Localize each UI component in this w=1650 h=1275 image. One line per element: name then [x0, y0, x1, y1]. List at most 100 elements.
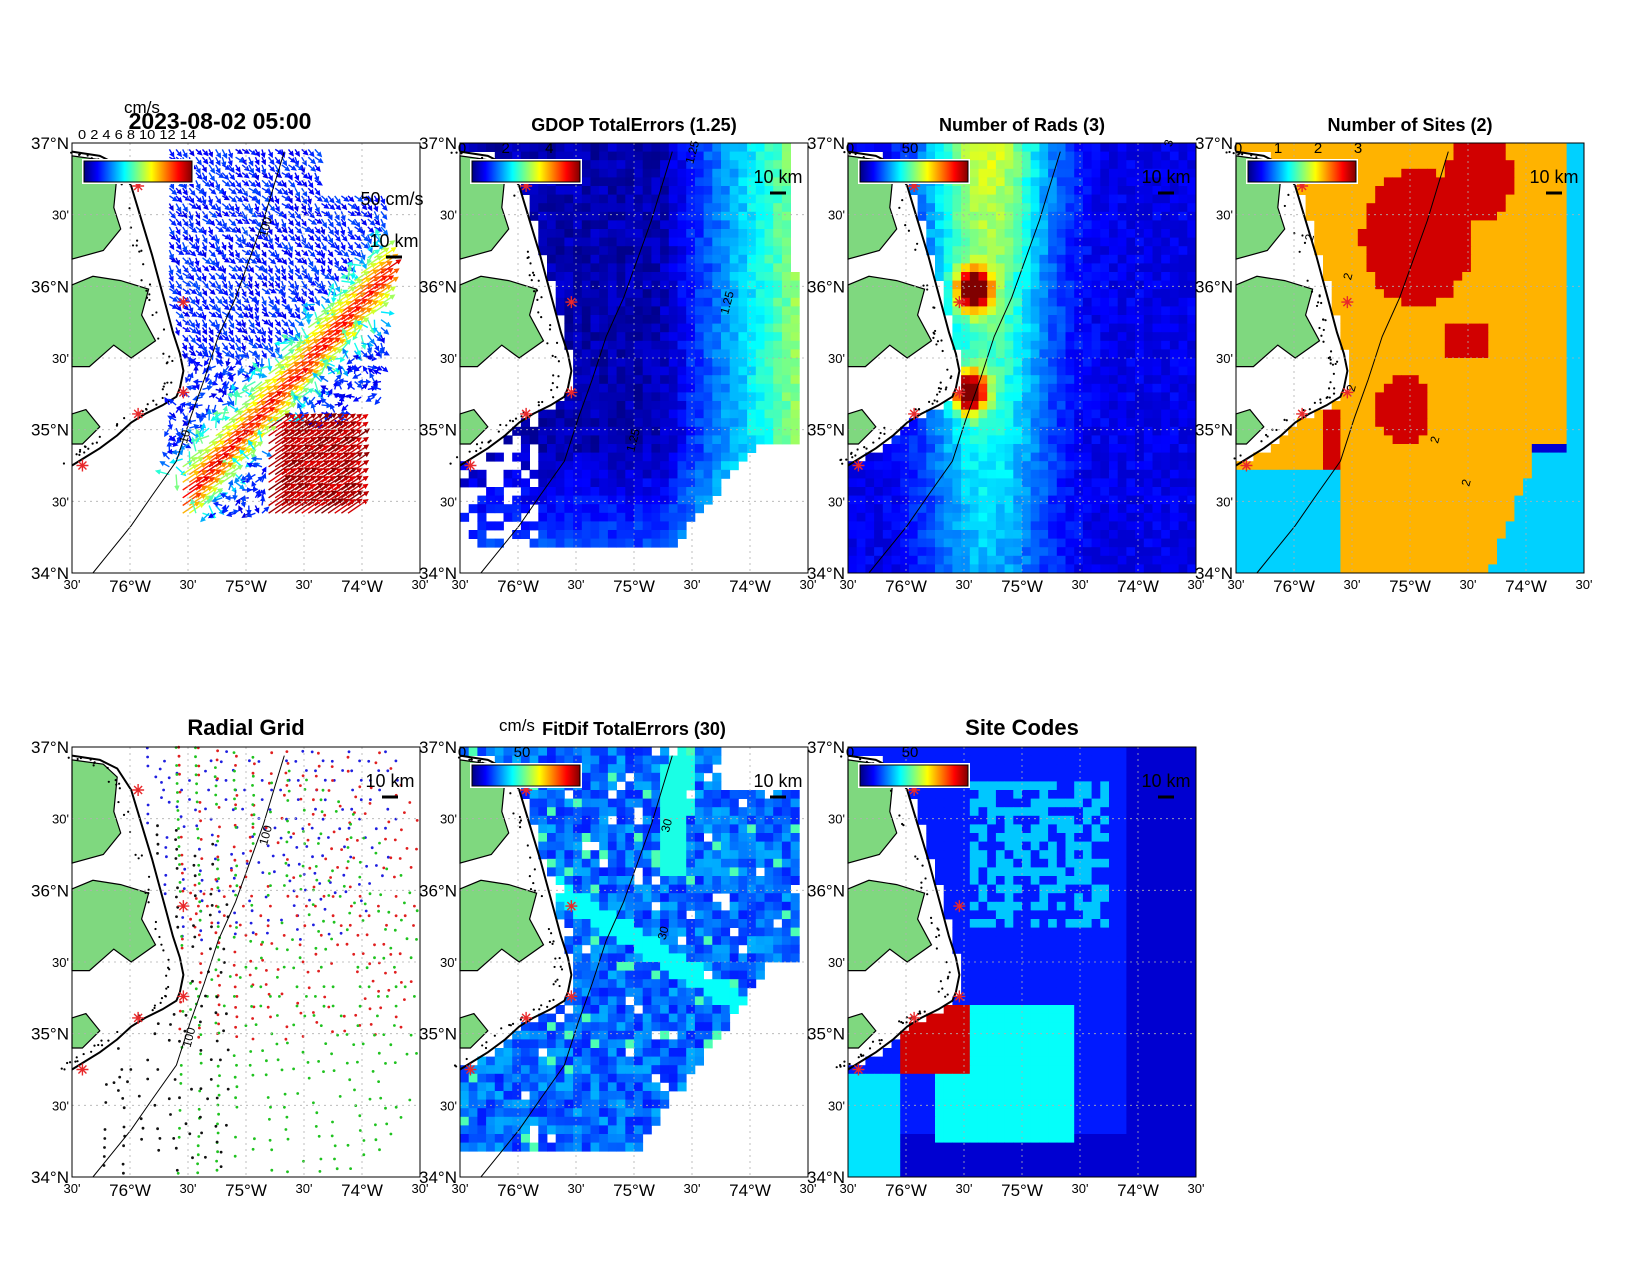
- data-cell: [1030, 452, 1040, 462]
- data-cell: [978, 469, 988, 479]
- data-cell: [1065, 409, 1075, 419]
- coast-dot: [505, 424, 508, 427]
- data-cell: [668, 426, 678, 436]
- data-cell: [712, 323, 722, 333]
- data-cell: [729, 340, 739, 350]
- data-cell: [1100, 229, 1110, 238]
- data-cell: [703, 263, 713, 273]
- data-cell: [1187, 229, 1197, 238]
- data-cell: [1453, 143, 1463, 152]
- data-cell: [1022, 409, 1032, 419]
- data-cell: [1048, 323, 1058, 333]
- data-cell: [773, 392, 783, 402]
- data-cell: [1030, 358, 1040, 367]
- current-vector: [182, 265, 190, 274]
- current-vector: [182, 280, 192, 287]
- current-vector: [274, 210, 285, 217]
- data-cell: [961, 435, 971, 445]
- data-cell: [1462, 177, 1472, 187]
- data-cell: [1091, 289, 1101, 299]
- data-cell: [1401, 143, 1411, 152]
- data-cell: [1178, 340, 1188, 350]
- data-cell: [1152, 435, 1162, 445]
- data-cell: [935, 487, 945, 496]
- data-cell: [1022, 418, 1032, 428]
- data-cell: [1039, 272, 1049, 281]
- data-cell: [555, 186, 565, 195]
- data-cell: [1126, 512, 1136, 522]
- data-cell: [790, 272, 800, 281]
- data-cell: [1109, 306, 1119, 316]
- lat-tick-label: 37°N: [419, 134, 457, 153]
- data-cell: [677, 340, 687, 350]
- data-cell: [1135, 289, 1145, 299]
- data-cell: [1030, 151, 1040, 161]
- data-cell: [1331, 186, 1341, 195]
- data-cell: [1004, 375, 1014, 385]
- data-cell: [642, 289, 652, 299]
- data-cell: [935, 521, 945, 531]
- data-cell: [1065, 340, 1075, 350]
- data-cell: [581, 418, 591, 428]
- current-vector: [248, 187, 259, 194]
- current-vector: [208, 280, 217, 289]
- data-cell: [1074, 409, 1084, 419]
- current-vector: [268, 241, 274, 251]
- data-cell: [1470, 194, 1480, 204]
- data-cell: [1169, 297, 1179, 307]
- data-cell: [712, 392, 722, 402]
- data-cell: [1143, 323, 1153, 333]
- data-cell: [995, 160, 1005, 170]
- data-cell: [1091, 340, 1101, 350]
- panel-gdop: 37°N30'36°N30'35°N30'34°N30' 76°W 30' 75°W 3…: [419, 115, 816, 596]
- lon-tick-label: 30': [1072, 577, 1089, 592]
- data-cell: [625, 512, 635, 522]
- data-cell: [538, 229, 548, 238]
- data-cell: [987, 444, 997, 453]
- current-vector: [274, 203, 280, 213]
- data-cell: [1048, 547, 1058, 557]
- data-cell: [1065, 392, 1075, 402]
- data-cell: [581, 220, 591, 230]
- current-vector: [215, 164, 221, 175]
- data-cell: [1022, 469, 1032, 479]
- data-cell: [1048, 237, 1058, 247]
- current-vector: [307, 210, 316, 219]
- data-cell: [1074, 315, 1084, 324]
- data-cell: [634, 401, 644, 410]
- current-vector: [354, 210, 363, 216]
- data-cell: [1030, 383, 1040, 393]
- data-cell: [1109, 246, 1119, 256]
- coast-dot: [87, 447, 90, 450]
- coast-dot: [550, 388, 553, 392]
- data-cell: [703, 392, 713, 402]
- data-cell: [573, 478, 583, 488]
- current-vector: [227, 311, 234, 322]
- current-vector: [314, 296, 320, 307]
- data-cell: [1109, 478, 1119, 488]
- data-cell: [599, 478, 609, 488]
- data-cell: [978, 555, 988, 565]
- current-vector: [214, 242, 221, 253]
- data-cell: [1039, 160, 1049, 170]
- data-cell: [712, 383, 722, 393]
- data-cell: [555, 478, 565, 488]
- data-cell: [1126, 272, 1136, 281]
- data-cell: [1497, 151, 1507, 161]
- data-cell: [668, 478, 678, 488]
- coast-dot: [161, 396, 164, 400]
- current-vector: [241, 257, 251, 265]
- current-vector: [340, 257, 349, 265]
- data-cell: [547, 530, 557, 539]
- data-cell: [1022, 426, 1032, 436]
- coast-dot: [497, 430, 500, 433]
- data-cell: [660, 495, 670, 505]
- data-cell: [961, 358, 971, 367]
- data-cell: [468, 530, 478, 539]
- data-cell: [590, 332, 600, 342]
- data-cell: [1143, 151, 1153, 161]
- current-vector: [188, 249, 197, 257]
- data-cell: [952, 564, 962, 574]
- data-cell: [1117, 495, 1127, 505]
- data-cell: [961, 383, 971, 393]
